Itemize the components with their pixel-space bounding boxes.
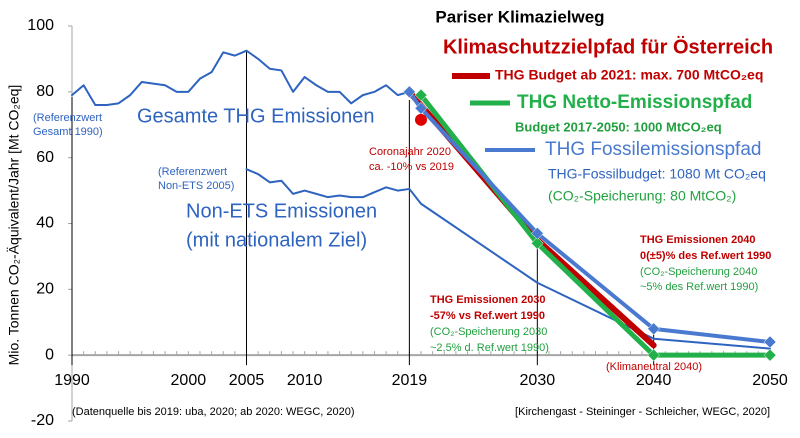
annotation: (Klimaneutral 2040)	[606, 361, 702, 373]
annotation: THG Emissionen 2040	[640, 234, 756, 246]
data-marker	[414, 88, 428, 102]
data-marker	[530, 227, 544, 240]
data-marker	[530, 236, 544, 250]
data-marker	[763, 335, 777, 349]
data-marker	[403, 85, 416, 99]
data-marker	[647, 348, 661, 362]
series-line	[71, 49, 411, 106]
legend-label: THG Netto-Emissionspfad	[517, 92, 752, 113]
x-tick-label: 2050	[752, 372, 788, 389]
annotation: (mit nationalem Ziel)	[186, 229, 367, 251]
x-tick-label: 2040	[636, 372, 672, 389]
annotation: 0(±5)% des Ref.wert 1990	[640, 250, 771, 262]
annotation: Coronajahr 2020	[369, 146, 451, 158]
chart-title: Pariser Klimazielweg	[435, 7, 604, 26]
annotation: -57% vs Ref.wert 1990	[430, 310, 545, 322]
annotation: (Referenzwert	[158, 166, 227, 178]
x-tick-label: 1990	[54, 372, 90, 389]
annotation: ~5% des Ref.wert 1990)	[640, 281, 758, 293]
data-marker	[763, 348, 777, 362]
annotation: (CO₂-Speicherung 2030	[430, 326, 547, 338]
legend-label: THG Budget ab 2021: max. 700 MtCO₂eq	[495, 67, 763, 83]
series-line	[245, 168, 771, 350]
y-tick-label: 20	[36, 281, 54, 298]
data-point	[415, 113, 427, 126]
x-tick-label: 2000	[171, 372, 207, 389]
x-tick-label: 2019	[392, 372, 428, 389]
x-tick-label: 2010	[287, 372, 323, 389]
footnote: (Datenquelle bis 2019: uba, 2020; ab 202…	[72, 406, 355, 418]
annotation: THG-Fossilbudget: 1080 Mt CO₂eq	[548, 166, 766, 182]
footnote: [Kirchengast - Steininger - Schleicher, …	[515, 406, 770, 418]
y-tick-label: 60	[36, 149, 54, 166]
y-tick-label: 100	[27, 17, 54, 34]
annotation: ca. -10% vs 2019	[369, 161, 454, 173]
x-tick-label: 2005	[229, 372, 265, 389]
annotation: (Referenzwert	[33, 112, 102, 124]
legend-label: THG Fossilemissionspfad	[545, 139, 761, 160]
x-tick-label: 2030	[520, 372, 556, 389]
annotation: Gesamte THG Emissionen	[137, 105, 375, 127]
y-tick-label: 80	[36, 83, 54, 100]
y-tick-label: 0	[45, 346, 54, 363]
annotation: (CO₂-Speicherung 2040	[640, 266, 757, 278]
annotation: Non-ETS 2005)	[158, 180, 234, 192]
chart-subtitle: Klimaschutzzielpfad für Österreich	[443, 35, 773, 58]
data-marker	[647, 322, 661, 336]
annotation: THG Emissionen 2030	[430, 294, 546, 306]
annotation: Gesamt 1990)	[33, 126, 103, 138]
y-tick-label: 40	[36, 215, 54, 232]
annotation: ~2.5% d. Ref.wert 1990)	[430, 342, 549, 354]
y-axis-label: Mio. Tonnen CO₂-Äquivalent/Jahr [Mt CO₂e…	[6, 85, 22, 366]
annotation: Non-ETS Emissionen	[186, 200, 377, 222]
annotation: Budget 2017-2050: 1000 MtCO₂eq	[515, 119, 722, 134]
y-tick-label: -20	[31, 412, 54, 429]
annotation: (CO₂-Speicherung: 80 MtCO₂)	[548, 188, 736, 204]
